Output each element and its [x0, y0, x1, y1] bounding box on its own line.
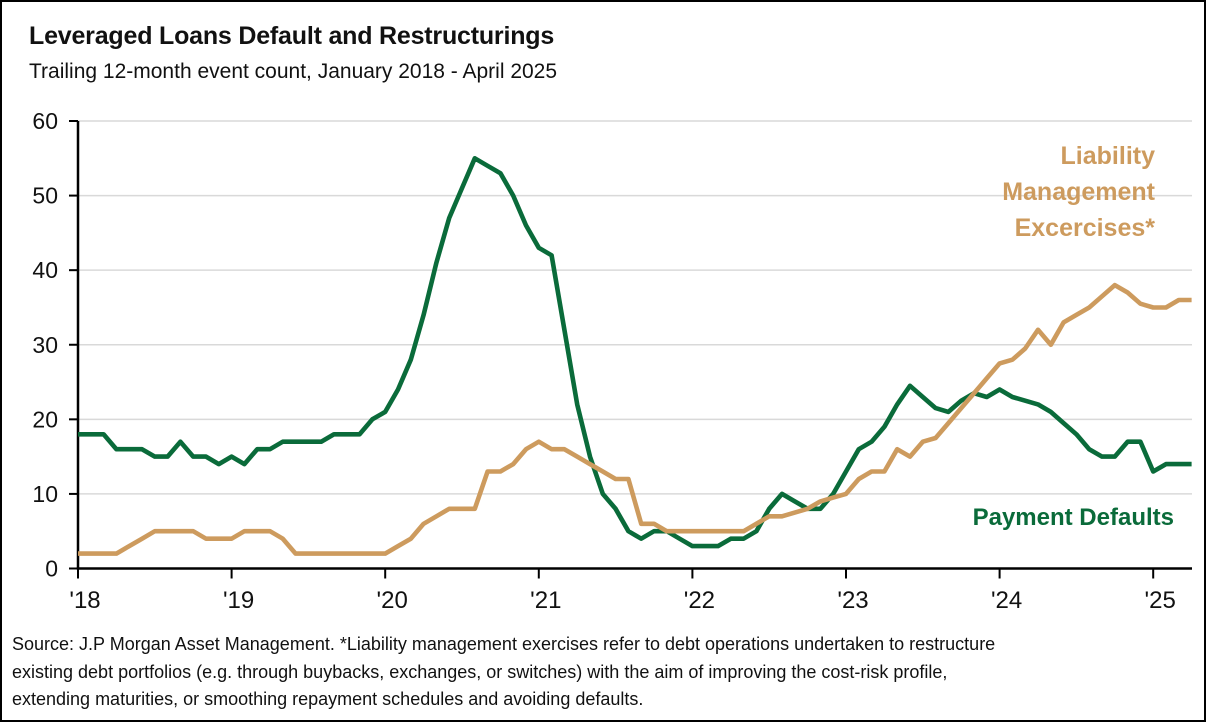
legend-lme-line1: Liability: [1060, 142, 1155, 170]
source-line: existing debt portfolios (e.g. through b…: [12, 661, 948, 682]
x-axis-label-6: '24: [991, 587, 1022, 614]
source-line: Source: J.P Morgan Asset Management. *Li…: [12, 634, 996, 654]
legend-lme: Liability Management Excercises*: [1002, 138, 1155, 246]
x-axis-label-0: '18: [69, 587, 100, 614]
y-axis-label-10: 10: [32, 481, 58, 507]
x-axis-label-2: '20: [377, 587, 408, 614]
source-line: extending maturities, or smoothing repay…: [12, 689, 644, 709]
legend-payment-defaults: Payment Defaults: [972, 504, 1174, 531]
chart-subtitle: Trailing 12-month event count, January 2…: [29, 60, 558, 83]
x-axis-label-3: '21: [530, 587, 561, 614]
source-note: Source: J.P Morgan Asset Management. *Li…: [12, 631, 1202, 714]
chart-title: Leveraged Loans Default and Restructurin…: [29, 22, 555, 50]
series-lme-line: [78, 282, 1192, 556]
series-payment-defaults-line: [78, 156, 1192, 549]
y-axis-label-40: 40: [32, 257, 58, 283]
x-axis-label-4: '22: [684, 587, 715, 614]
y-axis-label-0: 0: [45, 556, 58, 582]
y-axis-label-60: 60: [32, 108, 58, 134]
y-axis-label-50: 50: [32, 183, 58, 209]
legend-lme-line2: Management: [1002, 178, 1155, 206]
y-axis-label-30: 30: [32, 332, 58, 358]
x-axis-label-1: '19: [223, 587, 254, 614]
x-axis-label-7: '25: [1145, 587, 1176, 614]
x-axis-label-5: '23: [837, 587, 868, 614]
legend-lme-line3: Excercises*: [1014, 214, 1155, 242]
y-axis-label-20: 20: [32, 406, 58, 432]
